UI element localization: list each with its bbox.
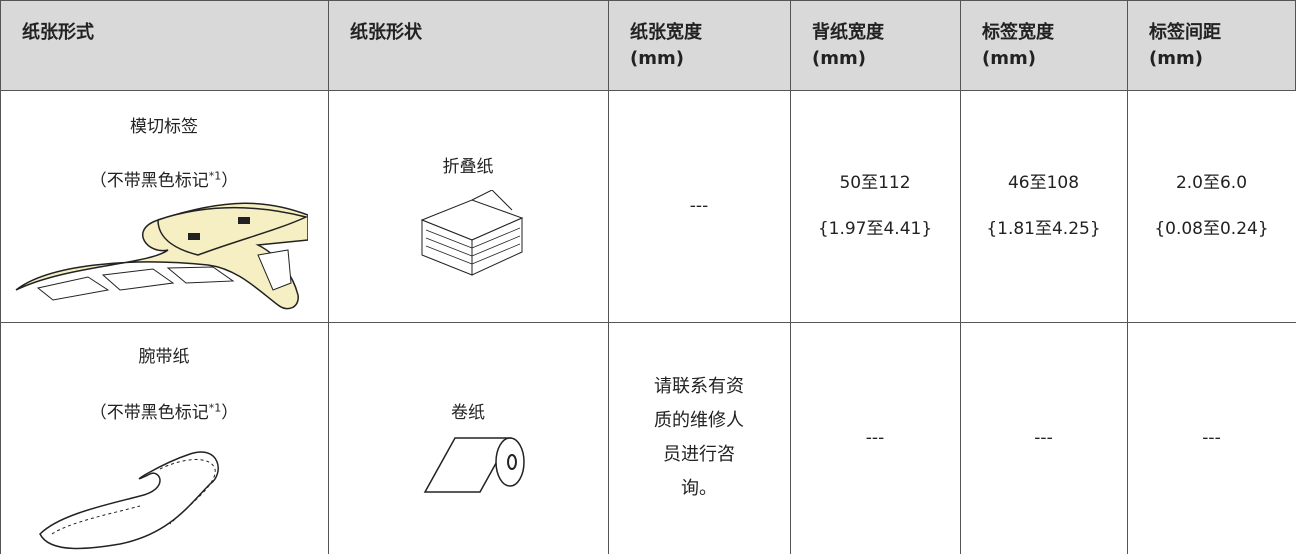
border: [0, 90, 1296, 91]
header-text: 纸张形式: [22, 22, 94, 43]
note-text: ）: [221, 403, 239, 423]
note-text: （不带黑色标记: [89, 171, 209, 191]
cell-text: 46至108: [1007, 173, 1080, 193]
header-cell: 标签间距 (mm): [1127, 0, 1296, 90]
cell-text: 2.0至6.0: [1175, 173, 1248, 193]
border: [1127, 0, 1128, 554]
cell-text: ---: [865, 428, 885, 448]
border: [0, 0, 1, 554]
cell-text: 50至112: [839, 173, 911, 193]
paper-type: 模切标签: [130, 117, 198, 137]
border: [960, 0, 961, 554]
cell: ---: [608, 90, 790, 322]
cell: ---: [790, 322, 960, 554]
cell: 2.0至6.0 {0.08至0.24}: [1127, 90, 1296, 322]
cell-text: {1.81至4.25}: [986, 219, 1101, 239]
header-cell: 纸张形式: [0, 0, 328, 90]
paper-note: （不带黑色标记*1）: [0, 166, 328, 191]
cell-text: {0.08至0.24}: [1154, 219, 1269, 239]
header-unit: (mm): [1149, 48, 1203, 69]
footnote-ref: *1: [208, 401, 222, 415]
header-unit: (mm): [982, 48, 1036, 69]
header-cell: 纸张形状: [328, 0, 608, 90]
wristband-illustration: [39, 451, 219, 550]
cell: 46至108 {1.81至4.25}: [960, 90, 1127, 322]
footnote-ref: *1: [208, 169, 222, 183]
cell: ---: [960, 322, 1127, 554]
cell-text: 请联系有资质的维修人员进行咨询。: [654, 376, 744, 499]
header-unit: (mm): [812, 48, 866, 69]
header-cell: 纸张宽度 (mm): [608, 0, 790, 90]
cell-text: ---: [1034, 428, 1053, 448]
cell-text: ---: [689, 196, 709, 216]
header-text: 标签间距: [1149, 22, 1221, 43]
border: [608, 0, 609, 554]
cell: 50至112 {1.97至4.41}: [790, 90, 960, 322]
note-text: （不带黑色标记: [89, 403, 209, 423]
roll-paper-illustration: [423, 437, 525, 493]
header-text: 纸张形状: [350, 22, 422, 43]
paper-shape: 卷纸: [451, 403, 485, 423]
cell: ---: [1127, 322, 1296, 554]
border: [328, 0, 329, 554]
header-text: 纸张宽度: [630, 22, 702, 43]
cell: 请联系有资质的维修人员进行咨询。: [608, 322, 790, 554]
cell-text: ---: [1202, 428, 1221, 448]
fanfold-illustration: [420, 190, 524, 276]
die-cut-label-illustration: [15, 202, 308, 310]
paper-note: （不带黑色标记*1）: [0, 398, 328, 423]
cell-text: {1.97至4.41}: [817, 219, 933, 239]
paper-shape: 折叠纸: [442, 157, 494, 177]
header-text: 背纸宽度: [812, 22, 884, 43]
border: [790, 0, 791, 554]
border: [0, 322, 1296, 323]
border: [0, 0, 1296, 1]
paper-type: 腕带纸: [138, 347, 190, 367]
header-text: 标签宽度: [982, 22, 1054, 43]
note-text: ）: [221, 171, 239, 191]
header-unit: (mm): [630, 48, 684, 69]
header-cell: 标签宽度 (mm): [960, 0, 1127, 90]
header-cell: 背纸宽度 (mm): [790, 0, 960, 90]
